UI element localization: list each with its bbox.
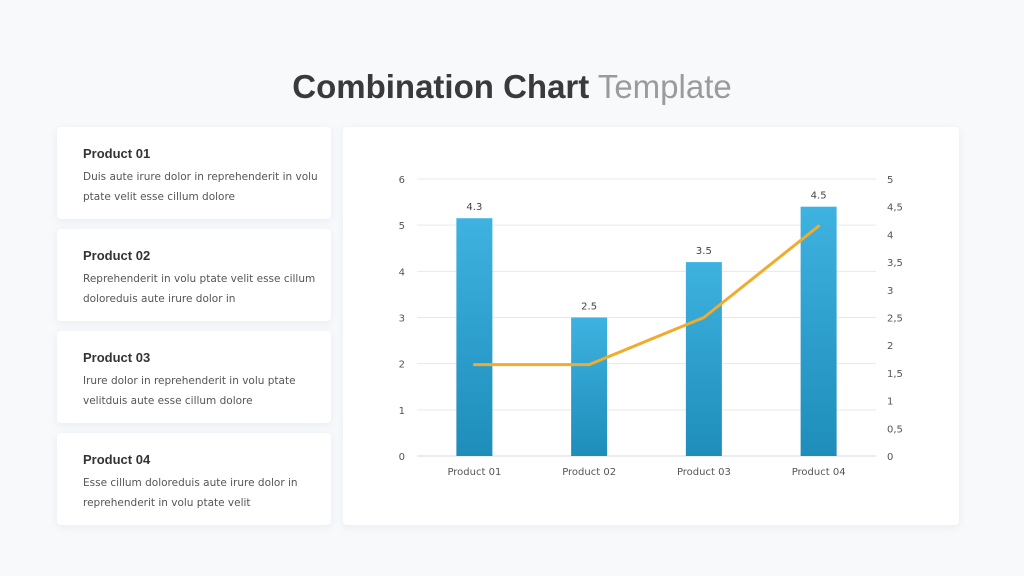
bar-data-label: 2.5	[581, 302, 597, 313]
axis-labels: 0 1 2 3 4 5 6 0 0,5 1 1,5 2 2,5 3 3,5 4 4,5 5 4.3 Product 0…	[399, 175, 903, 478]
line-series	[472, 224, 821, 367]
left-axis-tick-label: 2	[399, 360, 405, 371]
line-series-path	[472, 224, 821, 367]
right-axis-tick-label: 4	[887, 230, 893, 241]
bar-data-label: 4.3	[466, 202, 482, 213]
right-axis-tick-label: 0	[887, 452, 893, 463]
right-axis-tick-label: 4,5	[887, 203, 903, 214]
product-card-description: Reprehenderit in volu ptate velit esse c…	[83, 273, 316, 305]
bar	[456, 218, 493, 456]
left-axis-tick-label: 1	[399, 406, 405, 417]
category-label: Product 01	[447, 467, 501, 478]
right-axis-tick-label: 2,5	[887, 314, 903, 325]
product-card-01: Product 01 Duis aute irure dolor in repr…	[57, 127, 331, 219]
bar	[685, 262, 722, 456]
page-title-light: Template	[597, 68, 732, 105]
product-card-title: Product 01	[83, 146, 151, 161]
combination-chart: 0 1 2 3 4 5 6 0 0,5 1 1,5 2 2,5 3 3,5 4 4,5 5 4.3 Product 0…	[399, 175, 903, 478]
product-card-title: Product 03	[83, 350, 151, 365]
bar	[571, 317, 608, 456]
left-axis-tick-label: 3	[399, 314, 405, 325]
category-label: Product 03	[677, 467, 731, 478]
product-card-03: Product 03 Irure dolor in reprehenderit …	[57, 331, 331, 423]
left-axis-tick-label: 0	[399, 452, 405, 463]
product-card-description: Esse cillum doloreduis aute irure dolor …	[83, 477, 298, 509]
right-axis-tick-label: 1	[887, 397, 893, 408]
category-label: Product 04	[792, 467, 846, 478]
right-axis-tick-label: 3	[887, 286, 893, 297]
right-axis-tick-label: 0,5	[887, 424, 903, 435]
bar-series	[456, 206, 837, 456]
left-axis-tick-label: 6	[399, 175, 405, 186]
chart-panel: 0 1 2 3 4 5 6 0 0,5 1 1,5 2 2,5 3 3,5 4 4,5 5 4.3 Product 0…	[343, 127, 959, 525]
left-axis-tick-label: 4	[399, 267, 405, 278]
product-card-02: Product 02 Reprehenderit in volu ptate v…	[57, 229, 331, 321]
product-card-title: Product 04	[83, 452, 151, 467]
product-card-04: Product 04 Esse cillum doloreduis aute i…	[57, 433, 331, 525]
right-axis-tick-label: 1,5	[887, 369, 903, 380]
right-axis-tick-label: 5	[887, 175, 893, 186]
bar-data-label: 4.5	[811, 191, 827, 202]
page-title: Combination Chart Template	[0, 66, 1024, 108]
product-card-description: Duis aute irure dolor in reprehenderit i…	[83, 171, 318, 203]
product-card-description: Irure dolor in reprehenderit in volu pta…	[83, 375, 296, 407]
right-axis-tick-label: 3,5	[887, 258, 903, 269]
category-label: Product 02	[562, 467, 616, 478]
page-title-bold: Combination Chart	[292, 68, 590, 105]
right-axis-tick-label: 2	[887, 341, 893, 352]
product-card-title: Product 02	[83, 248, 151, 263]
bar	[800, 206, 837, 456]
left-axis-tick-label: 5	[399, 221, 405, 232]
bar-data-label: 3.5	[696, 246, 712, 257]
